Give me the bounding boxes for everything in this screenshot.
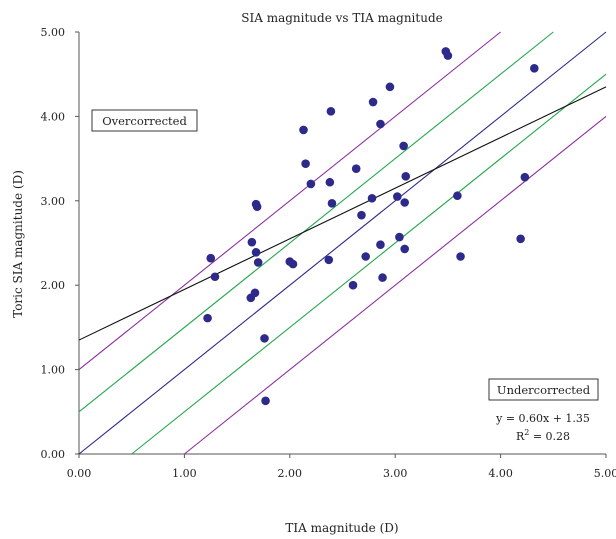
r-squared-value: = 0.28 <box>529 430 570 443</box>
data-point <box>376 119 385 129</box>
data-point <box>203 313 212 323</box>
ticks: 0.00 1.00 2.00 3.00 4.00 5.00 0.00 1.00 2.00 3.00… <box>41 26 616 480</box>
inner-band-line <box>78 31 554 413</box>
inner-band-line <box>131 73 607 455</box>
axes <box>78 32 606 455</box>
data-point <box>210 272 220 282</box>
r-squared-superscript: 2 <box>524 428 529 437</box>
data-point <box>306 179 316 189</box>
data-point <box>260 334 269 343</box>
x-tick-label: 3.00 <box>383 467 408 480</box>
undercorrected-box: Undercorrected <box>488 378 599 401</box>
chart-title: SIA magnitude vs TIA magnitude <box>241 11 442 25</box>
x-tick-label: 4.00 <box>488 467 513 480</box>
outer-band-line <box>184 115 607 455</box>
data-point <box>395 232 404 242</box>
data-point <box>367 193 377 203</box>
undercorrected-label: Undercorrected <box>497 383 591 397</box>
y-tick-label: 4.00 <box>41 110 66 123</box>
y-axis-title: Toric SIA magnitude (D) <box>11 170 25 318</box>
x-tick-label: 5.00 <box>594 467 616 480</box>
reference-lines <box>78 31 607 455</box>
data-point <box>252 202 262 212</box>
data-point <box>376 240 385 249</box>
data-point <box>250 288 260 298</box>
overcorrected-box: Overcorrected <box>91 109 198 132</box>
identity-line <box>78 31 607 455</box>
data-point <box>368 97 378 107</box>
data-point <box>301 159 310 168</box>
data-point <box>251 247 261 257</box>
data-point <box>385 82 395 92</box>
y-tick-label: 2.00 <box>41 279 66 292</box>
data-point <box>456 252 465 261</box>
outer-band-line <box>78 31 501 371</box>
data-point <box>288 259 298 269</box>
data-point <box>299 125 308 135</box>
data-point <box>393 192 402 201</box>
data-point <box>348 280 358 290</box>
data-point <box>326 107 336 116</box>
data-point <box>453 191 462 201</box>
x-axis-title: TIA magnitude (D) <box>285 521 398 535</box>
data-point <box>247 237 257 247</box>
r-squared-prefix: R <box>516 430 525 443</box>
data-point <box>399 141 408 151</box>
data-point <box>361 252 370 261</box>
data-point <box>325 177 335 187</box>
data-point <box>400 198 409 207</box>
regression-equation: y = 0.60x + 1.35 <box>495 412 590 425</box>
data-point <box>253 258 263 267</box>
x-tick-label: 1.00 <box>172 467 197 480</box>
x-tick-label: 0.00 <box>67 467 92 480</box>
data-point <box>378 273 387 282</box>
y-tick-label: 1.00 <box>41 364 66 377</box>
x-tick-label: 2.00 <box>278 467 303 480</box>
y-tick-label: 5.00 <box>41 26 66 39</box>
overcorrected-label: Overcorrected <box>102 114 187 128</box>
data-point <box>400 244 409 254</box>
regression-line <box>78 86 607 341</box>
data-point <box>324 255 334 265</box>
y-tick-label: 0.00 <box>41 448 66 461</box>
data-point <box>401 172 411 181</box>
data-point <box>520 172 530 182</box>
data-point <box>357 210 366 220</box>
r-squared-label: R2 = 0.28 <box>516 428 570 443</box>
y-tick-label: 3.00 <box>41 195 66 208</box>
data-point <box>351 164 361 174</box>
data-point <box>443 51 453 60</box>
data-points <box>203 47 539 406</box>
data-point <box>530 63 539 73</box>
data-point <box>261 396 270 406</box>
data-point <box>516 234 525 244</box>
data-point <box>206 253 216 263</box>
data-point <box>327 199 337 208</box>
